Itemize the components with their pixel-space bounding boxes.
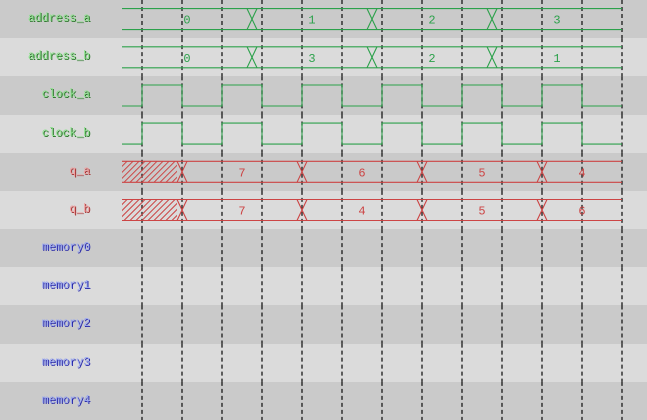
svg-text:0: 0 [183,52,190,66]
svg-text:2: 2 [428,52,435,66]
svg-text:7: 7 [238,166,245,180]
svg-text:6: 6 [578,205,585,219]
svg-text:2: 2 [428,14,435,28]
svg-text:5: 5 [478,166,485,180]
svg-text:5: 5 [478,205,485,219]
svg-text:3: 3 [553,14,560,28]
svg-text:4: 4 [358,205,365,219]
svg-text:0: 0 [183,14,190,28]
svg-text:3: 3 [308,52,315,66]
svg-text:7: 7 [238,205,245,219]
svg-text:1: 1 [553,52,560,66]
svg-text:4: 4 [578,166,585,180]
svg-text:6: 6 [358,166,365,180]
svg-text:1: 1 [308,14,315,28]
